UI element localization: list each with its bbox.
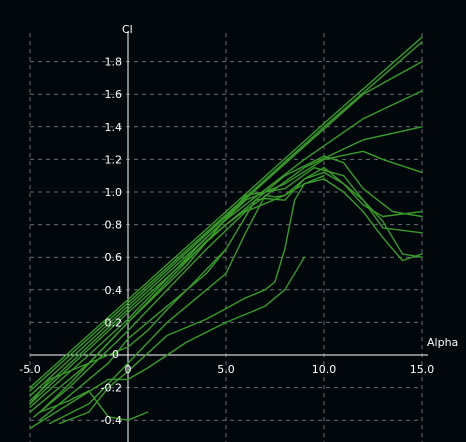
y-axis-label: Cl xyxy=(122,23,133,36)
y-tick-label: 1.6 xyxy=(105,88,123,101)
cl-alpha-curve xyxy=(39,390,149,421)
y-tick-label: 1.8 xyxy=(105,56,123,69)
y-tick-label: 1.2 xyxy=(105,153,123,166)
x-tick-label: 5.0 xyxy=(217,363,235,376)
cl-alpha-curve xyxy=(58,174,325,425)
cl-alpha-curve xyxy=(29,60,423,397)
y-tick-label: 0 xyxy=(112,348,119,361)
x-axis-label: Alpha xyxy=(427,336,458,349)
x-tick-label: -5.0 xyxy=(19,363,40,376)
x-tick-label: 10.0 xyxy=(312,363,337,376)
y-tick-label: 1.4 xyxy=(105,121,123,134)
cl-alpha-curve xyxy=(29,90,423,402)
y-tick-label: 1.0 xyxy=(105,186,123,199)
cl-alpha-curve xyxy=(48,178,423,425)
y-tick-label: 0.2 xyxy=(105,316,123,329)
cl-alpha-curve xyxy=(29,248,227,405)
series-layer xyxy=(29,36,423,430)
cl-alpha-curve xyxy=(39,171,423,421)
tick-labels: -5.0 0 5.0 10.0 15.0 -0.4 -0.2 0.2 0.4 0.6 0.8 1.0 1… xyxy=(19,56,434,428)
cl-alpha-curve xyxy=(33,166,423,418)
axis-layer xyxy=(30,31,428,442)
y-tick-label: -0.2 xyxy=(101,382,122,395)
x-tick-label: 0 xyxy=(125,363,132,376)
y-tick-label: 0.6 xyxy=(105,251,123,264)
cl-alpha-curve xyxy=(29,41,423,392)
y-tick-label: -0.4 xyxy=(101,414,122,427)
cl-alpha-curve xyxy=(29,36,423,389)
y-tick-label: 0.8 xyxy=(105,219,123,232)
x-tick-label: 15.0 xyxy=(410,363,435,376)
cl-alpha-curve xyxy=(29,256,306,430)
y-tick-label: 0.4 xyxy=(105,284,123,297)
